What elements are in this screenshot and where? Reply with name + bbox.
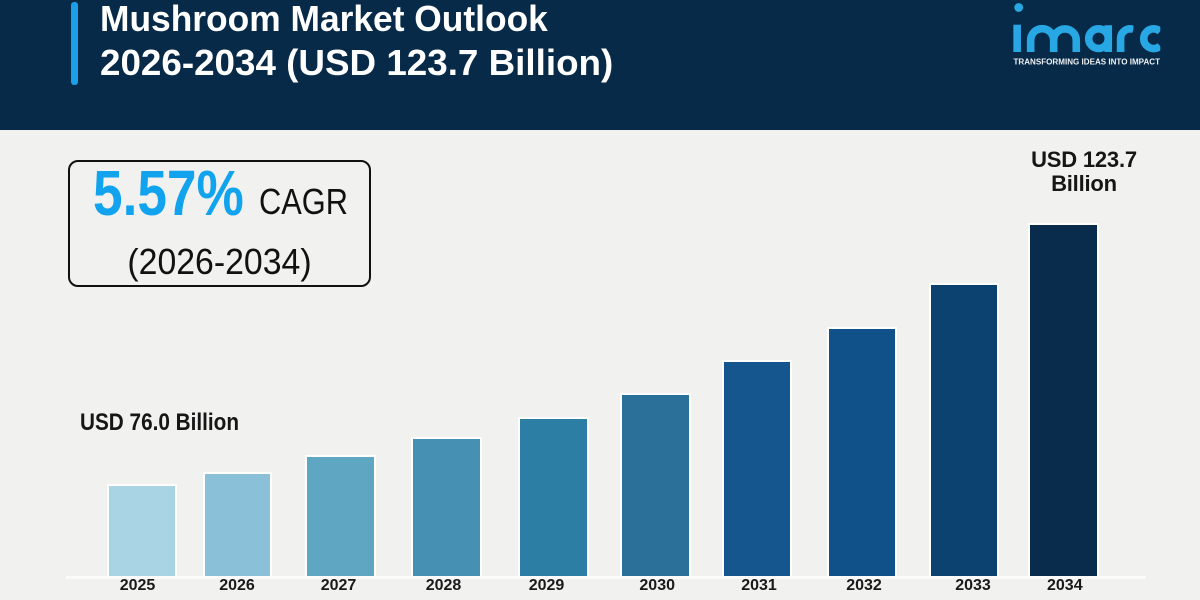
svg-text:TRANSFORMING IDEAS INTO IMPACT: TRANSFORMING IDEAS INTO IMPACT <box>1014 57 1161 67</box>
